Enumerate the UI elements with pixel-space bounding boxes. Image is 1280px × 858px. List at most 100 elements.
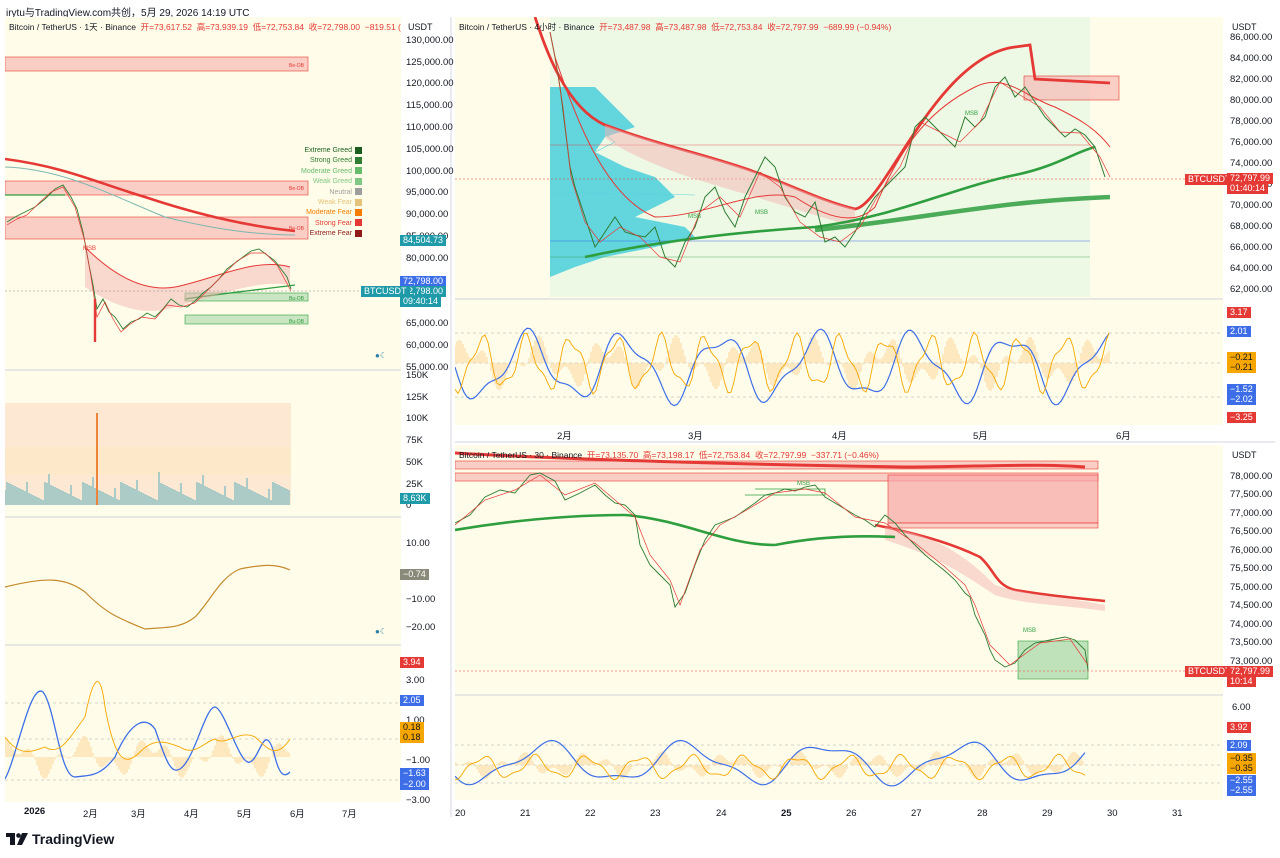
osc-value-badge: 3.17 xyxy=(1227,307,1251,318)
volume-tick: 25K xyxy=(406,479,423,490)
time-axis-label: 5月 xyxy=(237,809,252,820)
oscillator-tick: −1.00 xyxy=(406,755,431,766)
time-axis-label: 20 xyxy=(455,808,466,819)
osc-value-badge: 2.05 xyxy=(400,695,424,706)
sentiment-tick: −10.00 xyxy=(406,594,436,605)
bull-ob-zone-2 xyxy=(184,314,309,325)
legend-label: Moderate Greed xyxy=(301,167,352,175)
histogram-bars xyxy=(5,735,290,779)
price-tick: 90,000.00 xyxy=(406,209,449,220)
osc-value-badge: −0.21 xyxy=(1227,362,1256,373)
blue-oscillator-line xyxy=(5,690,291,780)
price-tick: 64,000.00 xyxy=(1230,263,1273,274)
msb-label: MSB xyxy=(83,246,97,252)
left-chart-canvas[interactable]: Be-OB Be-OB Be-OB Bu-OB Bu-OB xyxy=(5,17,401,802)
price-tick: 76,000.00 xyxy=(1230,545,1273,556)
symbol-badge: BTCUSDT xyxy=(361,286,410,297)
legend-item: Weak Greed xyxy=(301,177,362,187)
histogram-bars xyxy=(455,751,1084,779)
legend-item: Weak Fear xyxy=(301,198,362,208)
sentiment-badge: −0.74 xyxy=(400,569,429,580)
bottom-right-chart-pane[interactable]: Bitcoin / TetherUS · 30 · Binance 开=73,1… xyxy=(455,445,1223,800)
time-axis-label: 2026 xyxy=(24,806,46,817)
price-tick: 80,000.00 xyxy=(406,253,449,264)
price-tick: 125,000.00 xyxy=(406,57,454,68)
price-tick: 115,000.00 xyxy=(406,100,453,111)
price-tick: 130,000.00 xyxy=(406,35,454,46)
open-value: 开=73,135.70 xyxy=(586,450,639,460)
time-axis-label: 26 xyxy=(846,808,857,819)
countdown-badge: 10:14 xyxy=(1227,676,1256,687)
time-axis-label: 22 xyxy=(585,808,596,819)
volume-tick: 0 xyxy=(406,500,412,511)
osc-value-badge: 0.18 xyxy=(400,722,424,733)
sentiment-tick: −20.00 xyxy=(406,622,436,633)
price-tick: 84,000.00 xyxy=(1230,53,1273,64)
msb-label: MSB xyxy=(755,210,769,216)
legend-item: Strong Greed xyxy=(301,156,362,166)
open-value: 开=73,617.52 xyxy=(140,22,192,32)
bottom-right-currency-label: USDT xyxy=(1232,450,1257,460)
price-tick: 86,000.00 xyxy=(1230,32,1273,43)
top-right-chart-title: Bitcoin / TetherUS · 4小时 · Binance 开=73,… xyxy=(459,21,891,33)
top-right-chart-pane[interactable]: Bitcoin / TetherUS · 4小时 · Binance 开=73,… xyxy=(455,17,1223,425)
ma-teal xyxy=(5,166,296,236)
msb-label: MSB xyxy=(688,214,702,220)
tradingview-logo[interactable]: TradingView xyxy=(6,831,114,847)
left-currency-label: USDT xyxy=(408,22,433,32)
change-value: −689.99 (−0.94%) xyxy=(823,22,892,32)
top-right-chart-canvas[interactable] xyxy=(455,17,1223,425)
price-tick: 55,000.00 xyxy=(406,362,449,373)
countdown-badge: 01:40:14 xyxy=(1227,183,1269,194)
left-chart-pane[interactable]: Be-OB Be-OB Be-OB Bu-OB Bu-OB Bitcoin / … xyxy=(5,17,401,802)
low-value: 低=72,753.84 xyxy=(252,22,304,32)
price-tick: 76,000.00 xyxy=(1230,137,1273,148)
ob-label: Be-OB xyxy=(289,186,305,192)
price-badge-current: 72,797.99 xyxy=(1227,173,1274,184)
legend-swatch xyxy=(354,229,362,237)
price-tick: 110,000.00 xyxy=(406,122,453,133)
price-tick: 77,000.00 xyxy=(1230,508,1273,519)
osc-value-badge: −0.35 xyxy=(1227,753,1256,764)
ma-green-thicker xyxy=(814,194,1111,233)
price-tick: 75,000.00 xyxy=(1230,582,1273,593)
price-candles xyxy=(6,184,292,330)
sentiment-tick: 10.00 xyxy=(406,538,430,549)
volume-tick: 50K xyxy=(406,457,423,468)
symbol-title: Bitcoin / TetherUS · 4小时 · Binance xyxy=(459,22,595,32)
osc-value-badge: −2.00 xyxy=(400,779,429,790)
price-tick: 65,000.00 xyxy=(406,318,449,329)
legend-swatch xyxy=(354,219,362,227)
time-axis-label: 30 xyxy=(1107,808,1118,819)
time-axis-label: 21 xyxy=(520,808,531,819)
symbol-badge: BTCUSDT xyxy=(1185,666,1234,677)
bottom-right-chart-canvas[interactable] xyxy=(455,445,1223,800)
ma-long-red-2 xyxy=(874,523,1106,603)
osc-value-badge: −0.21 xyxy=(1227,352,1256,363)
legend-label: Weak Fear xyxy=(317,198,352,206)
price-tick: 74,500.00 xyxy=(1230,600,1273,611)
price-tick: 66,000.00 xyxy=(1230,242,1273,253)
volume-tick: 150K xyxy=(406,370,429,381)
osc-value-badge: 3.92 xyxy=(1227,722,1251,733)
price-tick: 105,000.00 xyxy=(406,144,454,155)
high-value: 高=73,487.98 xyxy=(655,22,707,32)
legend-item: Neutral xyxy=(301,188,362,198)
price-tick: 82,000.00 xyxy=(1230,74,1273,85)
legend-swatch xyxy=(354,177,362,185)
bear-ob-zone-thin xyxy=(887,522,1099,529)
sentiment-line xyxy=(5,564,291,630)
moon-icon: ●☾ xyxy=(375,627,388,636)
low-value: 低=72,753.84 xyxy=(711,22,763,32)
close-value: 收=72,797.99 xyxy=(754,450,807,460)
legend-label: Neutral xyxy=(329,188,352,196)
oscillator-tick: 1.00 xyxy=(406,715,425,726)
time-axis-label: 27 xyxy=(911,808,922,819)
open-value: 开=73,487.98 xyxy=(599,22,651,32)
legend-item: Extreme Fear xyxy=(301,229,362,239)
price-candles xyxy=(455,472,1089,671)
time-axis-label: 5月 xyxy=(973,431,988,442)
msb-label: MSB xyxy=(797,481,811,487)
osc-value-badge: −1.63 xyxy=(400,768,429,779)
price-badge-84k: 84,504.73 xyxy=(400,235,447,246)
